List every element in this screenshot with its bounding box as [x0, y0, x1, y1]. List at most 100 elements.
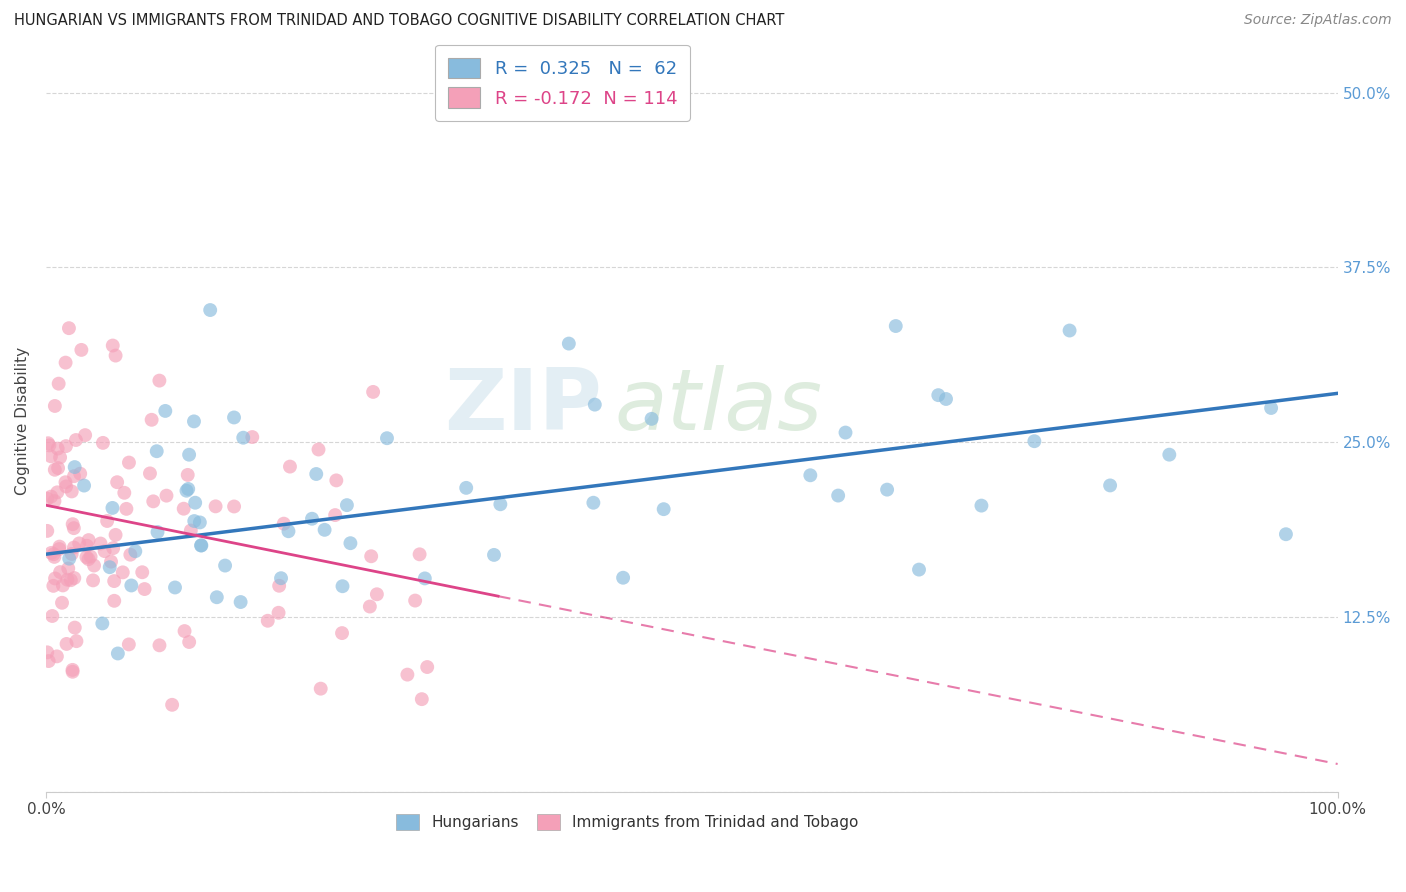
Point	[214, 558, 236, 573]
Point	[96, 514, 118, 528]
Point	[37, 524, 59, 538]
Point	[177, 482, 200, 496]
Point	[799, 468, 821, 483]
Point	[183, 514, 205, 528]
Point	[60, 547, 83, 561]
Point	[205, 591, 228, 605]
Point	[44, 399, 66, 413]
Point	[411, 692, 433, 706]
Point	[325, 474, 347, 488]
Point	[107, 647, 129, 661]
Point	[222, 500, 245, 514]
Point	[103, 574, 125, 588]
Point	[273, 516, 295, 531]
Point	[91, 436, 114, 450]
Point	[827, 489, 849, 503]
Y-axis label: Cognitive Disability: Cognitive Disability	[15, 347, 30, 495]
Point	[65, 433, 87, 447]
Point	[104, 349, 127, 363]
Point	[55, 475, 77, 490]
Point	[73, 478, 96, 492]
Point	[482, 548, 505, 562]
Point	[652, 502, 675, 516]
Point	[98, 560, 121, 574]
Point	[63, 571, 86, 585]
Point	[83, 558, 105, 573]
Point	[188, 516, 211, 530]
Point	[44, 549, 66, 564]
Point	[256, 614, 278, 628]
Point	[876, 483, 898, 497]
Point	[39, 490, 62, 504]
Point	[62, 517, 84, 532]
Point	[60, 484, 83, 499]
Point	[120, 548, 142, 562]
Point	[55, 356, 77, 370]
Point	[336, 498, 359, 512]
Point	[927, 388, 949, 402]
Point	[884, 319, 907, 334]
Point	[39, 450, 62, 464]
Point	[1099, 478, 1122, 492]
Point	[49, 450, 72, 465]
Point	[339, 536, 361, 550]
Point	[101, 541, 124, 555]
Point	[44, 572, 66, 586]
Point	[970, 499, 993, 513]
Point	[308, 442, 330, 457]
Point	[62, 663, 84, 677]
Point	[39, 546, 62, 560]
Point	[361, 384, 384, 399]
Text: Source: ZipAtlas.com: Source: ZipAtlas.com	[1244, 13, 1392, 28]
Point	[46, 461, 69, 475]
Point	[232, 431, 254, 445]
Point	[37, 491, 59, 506]
Point	[176, 483, 198, 498]
Point	[1275, 527, 1298, 541]
Point	[834, 425, 856, 440]
Legend: Hungarians, Immigrants from Trinidad and Tobago: Hungarians, Immigrants from Trinidad and…	[389, 808, 865, 836]
Point	[489, 497, 512, 511]
Point	[70, 343, 93, 357]
Point	[301, 512, 323, 526]
Point	[59, 573, 82, 587]
Point	[75, 550, 97, 565]
Point	[1059, 324, 1081, 338]
Point	[131, 566, 153, 580]
Point	[89, 536, 111, 550]
Point	[69, 467, 91, 481]
Point	[229, 595, 252, 609]
Point	[37, 436, 59, 450]
Point	[63, 541, 86, 555]
Point	[375, 431, 398, 445]
Point	[38, 654, 60, 668]
Point	[278, 459, 301, 474]
Point	[148, 638, 170, 652]
Point	[48, 376, 70, 391]
Point	[456, 481, 478, 495]
Point	[56, 573, 79, 587]
Point	[155, 404, 177, 418]
Point	[41, 609, 63, 624]
Point	[93, 544, 115, 558]
Point	[82, 574, 104, 588]
Point	[360, 549, 382, 564]
Point	[118, 637, 141, 651]
Point	[63, 469, 86, 483]
Point	[55, 637, 77, 651]
Point	[190, 539, 212, 553]
Point	[115, 501, 138, 516]
Point	[1024, 434, 1046, 449]
Text: ZIP: ZIP	[444, 365, 602, 448]
Point	[173, 624, 195, 638]
Point	[582, 496, 605, 510]
Text: atlas: atlas	[614, 365, 823, 448]
Point	[396, 667, 419, 681]
Point	[270, 571, 292, 585]
Point	[404, 593, 426, 607]
Point	[65, 634, 87, 648]
Point	[75, 428, 97, 442]
Point	[55, 479, 77, 493]
Point	[44, 494, 66, 508]
Point	[413, 571, 436, 585]
